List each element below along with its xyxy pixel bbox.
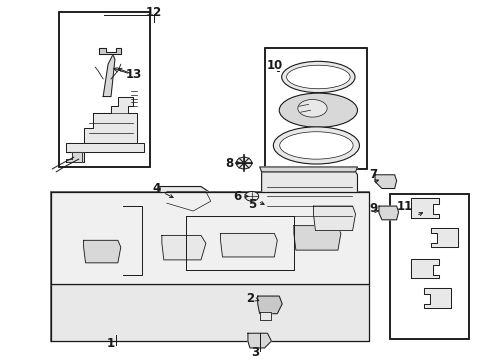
Bar xyxy=(59,13,150,167)
Polygon shape xyxy=(160,186,216,216)
Text: 9: 9 xyxy=(369,202,377,215)
Bar xyxy=(265,48,368,169)
Polygon shape xyxy=(411,259,439,279)
Text: 2: 2 xyxy=(246,292,254,305)
Ellipse shape xyxy=(287,65,350,89)
Ellipse shape xyxy=(279,93,358,127)
Text: 6: 6 xyxy=(233,190,241,203)
Ellipse shape xyxy=(245,192,259,201)
Bar xyxy=(51,192,369,341)
Polygon shape xyxy=(103,54,115,96)
Text: 5: 5 xyxy=(248,198,256,211)
Ellipse shape xyxy=(236,157,252,169)
Polygon shape xyxy=(258,296,282,314)
Bar xyxy=(265,48,368,169)
Polygon shape xyxy=(220,234,277,257)
Polygon shape xyxy=(260,312,271,320)
Polygon shape xyxy=(99,48,121,54)
Bar xyxy=(390,194,469,339)
Bar xyxy=(59,13,150,167)
Polygon shape xyxy=(314,206,356,230)
Polygon shape xyxy=(84,240,121,263)
Text: 7: 7 xyxy=(369,168,377,181)
Bar xyxy=(390,194,469,339)
Polygon shape xyxy=(411,198,439,218)
Polygon shape xyxy=(248,333,271,348)
Ellipse shape xyxy=(273,127,360,164)
Text: 3: 3 xyxy=(251,346,259,359)
Ellipse shape xyxy=(298,99,327,117)
Polygon shape xyxy=(294,226,341,250)
Text: 11: 11 xyxy=(396,199,413,213)
Text: 1: 1 xyxy=(107,337,115,350)
Text: 10: 10 xyxy=(266,59,282,72)
Ellipse shape xyxy=(280,132,353,159)
Ellipse shape xyxy=(282,61,355,93)
Polygon shape xyxy=(262,172,358,230)
Text: 8: 8 xyxy=(225,157,233,170)
Polygon shape xyxy=(260,167,358,172)
Polygon shape xyxy=(375,175,396,189)
Text: 12: 12 xyxy=(146,6,162,19)
Polygon shape xyxy=(66,143,144,152)
Polygon shape xyxy=(84,96,137,143)
Text: 4: 4 xyxy=(153,182,161,195)
Polygon shape xyxy=(379,206,398,220)
Polygon shape xyxy=(66,152,84,162)
Polygon shape xyxy=(162,235,206,260)
Polygon shape xyxy=(51,192,369,284)
Polygon shape xyxy=(66,152,82,162)
Polygon shape xyxy=(431,228,458,247)
Polygon shape xyxy=(51,284,369,341)
Polygon shape xyxy=(164,206,176,214)
Text: 13: 13 xyxy=(125,68,142,81)
Polygon shape xyxy=(424,288,451,308)
